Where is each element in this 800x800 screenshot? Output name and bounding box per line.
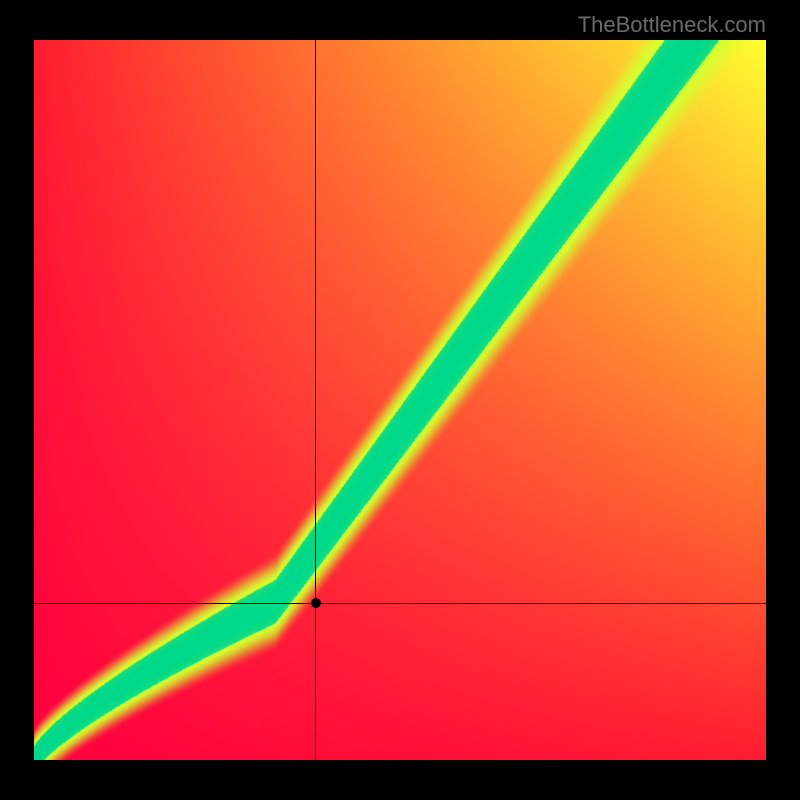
heatmap-canvas (34, 40, 766, 760)
chart-container: TheBottleneck.com (0, 0, 800, 800)
watermark-text: TheBottleneck.com (578, 12, 766, 38)
plot-border-left (0, 0, 34, 800)
plot-border-bottom (0, 760, 800, 800)
plot-border-right (766, 0, 800, 800)
crosshair-dot (311, 598, 321, 608)
crosshair-horizontal (34, 603, 766, 604)
crosshair-vertical (315, 40, 316, 760)
